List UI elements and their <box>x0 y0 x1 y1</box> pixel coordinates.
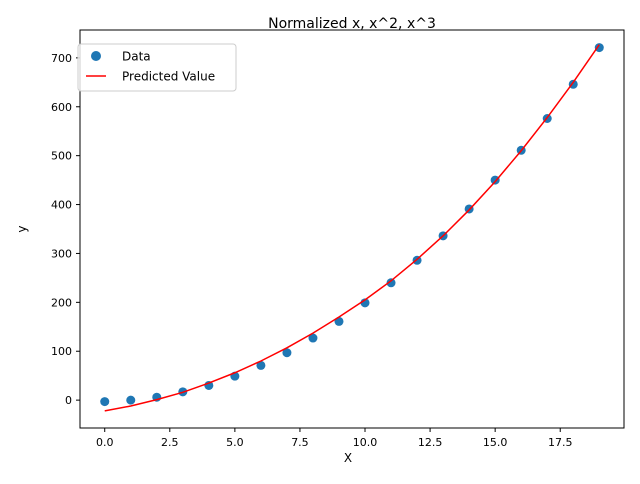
marks-layer <box>100 43 604 412</box>
x-tick-label: 2.5 <box>161 436 179 449</box>
data-point <box>126 395 136 405</box>
x-tick-label: 7.5 <box>291 436 309 449</box>
y-tick-label: 200 <box>51 296 72 309</box>
axes-layer <box>79 29 625 429</box>
y-tick-label: 300 <box>51 247 72 260</box>
x-tick-label: 0.0 <box>96 436 114 449</box>
predicted-value-line <box>104 44 600 412</box>
x-tick-label: 15.0 <box>483 436 508 449</box>
x-tick-label: 5.0 <box>226 436 244 449</box>
data-point <box>594 43 604 53</box>
legend-data-label: Data <box>122 50 151 64</box>
legend-data-marker <box>91 51 101 61</box>
data-point <box>100 397 110 407</box>
legend-predicted-label: Predicted Value <box>122 70 215 84</box>
data-point <box>308 333 318 343</box>
y-ticks: 0 100 200 300 400 500 600 700 <box>51 52 80 407</box>
y-tick-label: 100 <box>51 345 72 358</box>
y-tick-label: 700 <box>51 52 72 65</box>
x-tick-label: 12.5 <box>418 436 443 449</box>
x-tick-label: 17.5 <box>548 436 573 449</box>
y-tick-label: 500 <box>51 150 72 163</box>
x-tick-label: 10.0 <box>353 436 378 449</box>
x-ticks: 0.0 2.5 5.0 7.5 10.0 12.5 15.0 17.5 <box>96 428 573 449</box>
y-tick-label: 600 <box>51 101 72 114</box>
y-tick-label: 400 <box>51 199 72 212</box>
data-point <box>282 348 292 358</box>
data-point <box>386 278 396 288</box>
plot-frame <box>79 29 625 429</box>
legend: Data Predicted Value <box>77 43 237 92</box>
chart-title: Normalized x, x^2, x^3 <box>268 16 436 32</box>
legend-box <box>77 43 237 92</box>
y-axis-label: y <box>15 225 29 232</box>
data-point <box>256 360 266 370</box>
y-tick-label: 0 <box>65 394 72 407</box>
x-axis-label: X <box>344 451 352 465</box>
